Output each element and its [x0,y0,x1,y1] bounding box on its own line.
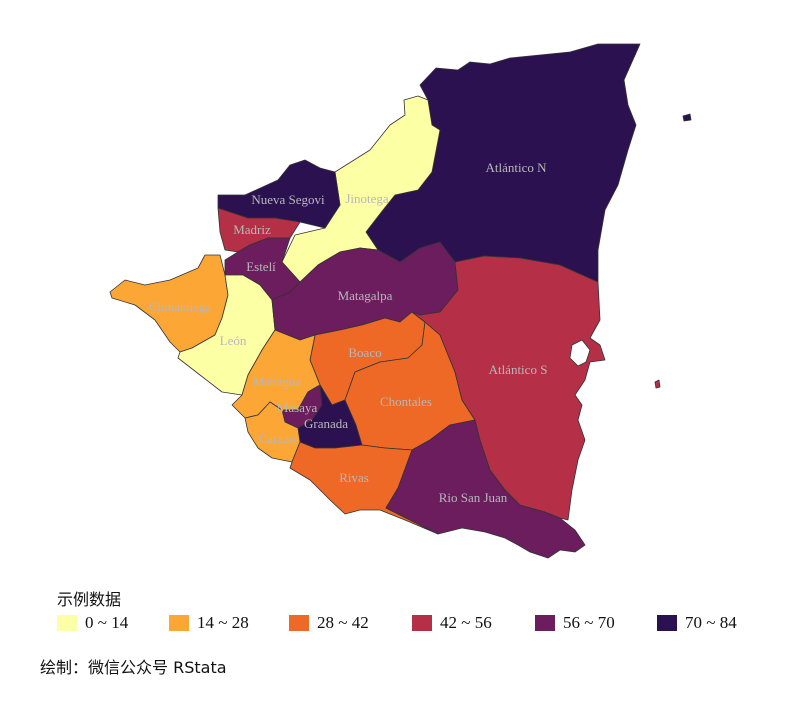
legend-label: 0 ~ 14 [85,613,129,632]
region-label: Madriz [233,222,271,237]
caption: 绘制：微信公众号 RStata [40,658,227,677]
legend-label: 70 ~ 84 [685,613,737,632]
legend-item: 0 ~ 14 [57,612,128,634]
region-label: Matagalpa [338,288,393,303]
region-label: Atlántico N [485,160,547,175]
region-leon [177,274,276,396]
legend-swatch [657,615,677,631]
region-label: Chinandega [149,299,211,314]
legend-item: 70 ~ 84 [657,612,737,634]
region-label: León [220,333,247,348]
region-label: Atlántico S [489,362,548,377]
region-label: Nueva Segovi [251,192,325,207]
region-atlantico-s-islet [654,379,661,389]
region-label: Masaya [277,400,318,415]
region-rio-san-juan [385,419,586,559]
region-label: Carazo [259,431,296,446]
legend-label: 28 ~ 42 [317,613,369,632]
legend-item: 42 ~ 56 [412,612,492,634]
region-label: Boaco [348,345,381,360]
region-label: Managua [253,374,302,389]
legend-title: 示例数据 [57,590,122,609]
region-carazo [244,401,301,463]
legend-swatch [289,615,309,631]
region-label: Estelí [246,259,276,274]
legend-label: 56 ~ 70 [563,613,615,632]
region-label: Chontales [380,394,432,409]
legend-label: 14 ~ 28 [197,613,249,632]
legend-item: 28 ~ 42 [289,612,369,634]
lagoon [569,339,591,367]
region-label: Jinotega [345,191,389,206]
region-atlantico-n-islet [682,113,692,122]
region-atlantico-s [411,255,606,521]
legend-swatch [169,615,189,631]
legend-swatch [412,615,432,631]
legend-label: 42 ~ 56 [440,613,492,632]
legend: 0 ~ 14 14 ~ 28 28 ~ 42 42 ~ 56 56 ~ 70 7… [57,612,797,634]
legend-item: 56 ~ 70 [535,612,615,634]
nicaragua-map: Nueva Segovi Jinotega Atlántico N Madriz… [109,43,692,559]
region-label: Rivas [339,470,369,485]
legend-swatch [57,615,77,631]
region-label: Rio San Juan [439,490,508,505]
legend-swatch [535,615,555,631]
region-label: Granada [304,416,348,431]
legend-item: 14 ~ 28 [169,612,249,634]
